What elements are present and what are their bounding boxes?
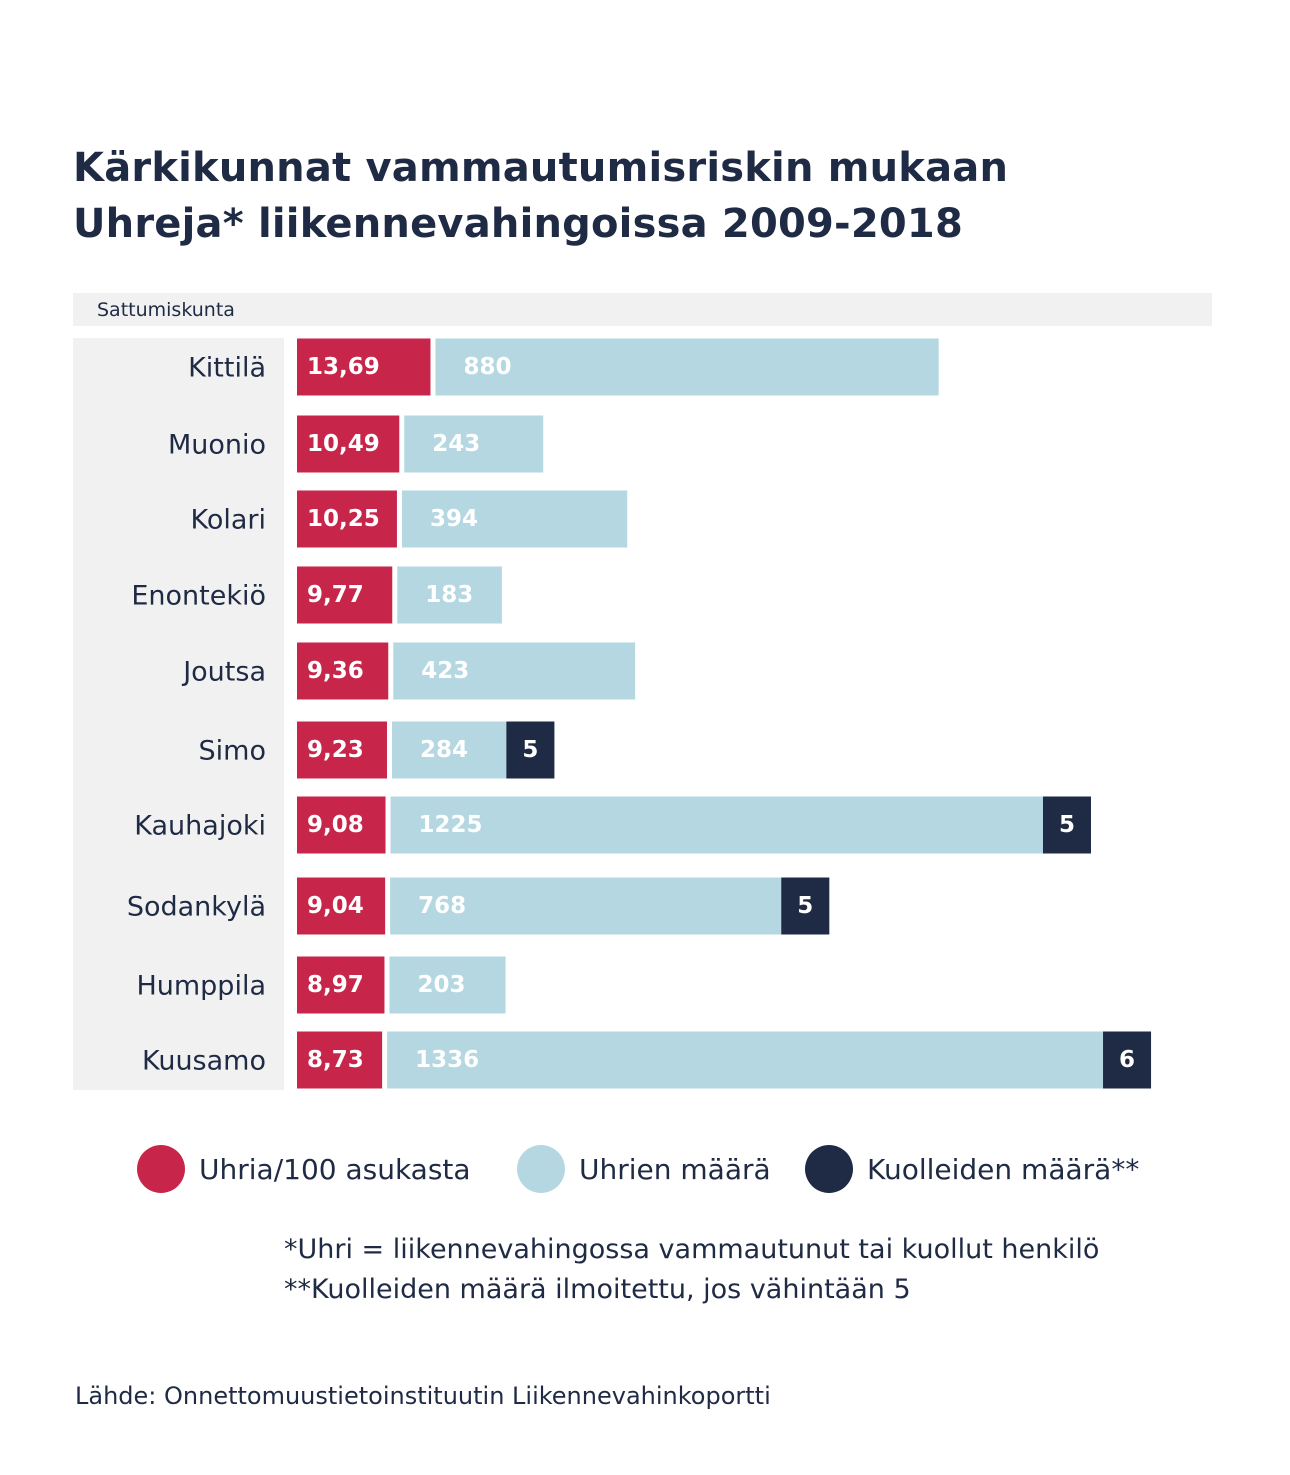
victims-value-label: 1336 (415, 1047, 479, 1073)
deaths-bar (506, 721, 555, 779)
legend-label-deaths: Kuolleiden määrä** (867, 1152, 1140, 1186)
rate-value-label: 9,77 (307, 582, 364, 608)
source-note: Lähde: Onnettomuustietoinstituutin Liike… (75, 1382, 771, 1410)
victims-bar (390, 877, 830, 935)
footnotes: *Uhri = liikennevahingossa vammautunut t… (284, 1230, 1099, 1310)
rate-bar (297, 338, 431, 396)
deaths-bar (781, 877, 830, 935)
rate-value-label: 9,04 (307, 893, 364, 919)
header-strip: Sattumiskunta (73, 293, 1212, 326)
bar-chart: Kittilä 13,69 880 Muonio 10,49 243 Kolari 10,25… (127, 338, 1152, 1089)
category-label: Kittilä (188, 353, 266, 384)
category-label-panel (73, 338, 284, 1090)
deaths-value-label: 5 (1059, 812, 1075, 838)
category-label: Enontekiö (131, 581, 266, 612)
rate-value-label: 9,08 (307, 812, 364, 838)
footnote-1: *Uhri = liikennevahingossa vammautunut t… (284, 1234, 1100, 1265)
category-label: Humppila (136, 971, 266, 1002)
category-label: Simo (199, 736, 266, 767)
title-line-2: Uhreja* liikennevahingoissa 2009-2018 (73, 201, 963, 247)
victims-value-label: 1225 (419, 812, 483, 838)
legend-swatch-victims (517, 1145, 565, 1193)
victims-bar (435, 338, 939, 396)
rate-bar (297, 415, 400, 473)
deaths-value-label: 5 (522, 737, 538, 763)
victims-value-label: 768 (418, 893, 466, 919)
category-label: Sodankylä (127, 892, 266, 923)
rate-value-label: 10,49 (307, 431, 380, 457)
legend-swatch-deaths (805, 1145, 853, 1193)
rate-bar (297, 796, 386, 854)
title-line-1: Kärkikunnat vammautumisriskin mukaan (73, 145, 1009, 191)
rate-bar (297, 642, 389, 700)
victims-value-label: 880 (463, 354, 511, 380)
legend-label-victims: Uhrien määrä (579, 1152, 771, 1186)
legend: Uhria/100 asukasta Uhrien määrä Kuolleid… (137, 1141, 1197, 1197)
rate-bar (297, 956, 385, 1014)
rate-value-label: 9,23 (307, 737, 364, 763)
rate-value-label: 9,36 (307, 658, 364, 684)
category-label: Kuusamo (142, 1046, 266, 1077)
legend-label-rate: Uhria/100 asukasta (199, 1152, 471, 1186)
rate-bar (297, 721, 387, 779)
rate-value-label: 13,69 (307, 354, 380, 380)
victims-value-label: 203 (417, 972, 465, 998)
rate-value-label: 10,25 (307, 506, 380, 532)
legend-item-victims: Uhrien määrä (517, 1141, 771, 1197)
legend-swatch-rate (137, 1145, 185, 1193)
footnote-2: **Kuolleiden määrä ilmoitettu, jos vähin… (284, 1274, 911, 1305)
column-header-label: Sattumiskunta (97, 299, 235, 321)
victims-bar (397, 566, 502, 624)
victims-bar (389, 956, 506, 1014)
deaths-value-label: 5 (797, 893, 813, 919)
deaths-value-label: 6 (1119, 1047, 1135, 1073)
rate-bar (297, 490, 397, 548)
chart-title: Kärkikunnat vammautumisriskin mukaan Uhr… (73, 140, 1008, 252)
category-label: Muonio (168, 430, 266, 461)
rate-value-label: 8,73 (307, 1047, 364, 1073)
category-label: Kolari (190, 505, 266, 536)
category-label: Joutsa (181, 657, 266, 688)
victims-bar (404, 415, 544, 473)
deaths-bar (1042, 796, 1091, 854)
deaths-bar (1103, 1031, 1152, 1089)
legend-item-deaths: Kuolleiden määrä** (805, 1141, 1139, 1197)
victims-value-label: 183 (425, 582, 473, 608)
victims-value-label: 423 (421, 658, 469, 684)
victims-value-label: 394 (430, 506, 478, 532)
legend-item-rate: Uhria/100 asukasta (137, 1141, 471, 1197)
category-label: Kauhajoki (134, 811, 266, 842)
victims-bar (390, 796, 1091, 854)
rate-value-label: 8,97 (307, 972, 364, 998)
rate-bar (297, 1031, 383, 1089)
rate-bar (297, 566, 393, 624)
victims-value-label: 243 (432, 431, 480, 457)
victims-bar (393, 642, 636, 700)
victims-bar (401, 490, 628, 548)
victims-value-label: 284 (420, 737, 468, 763)
victims-bar (387, 1031, 1152, 1089)
rate-bar (297, 877, 386, 935)
